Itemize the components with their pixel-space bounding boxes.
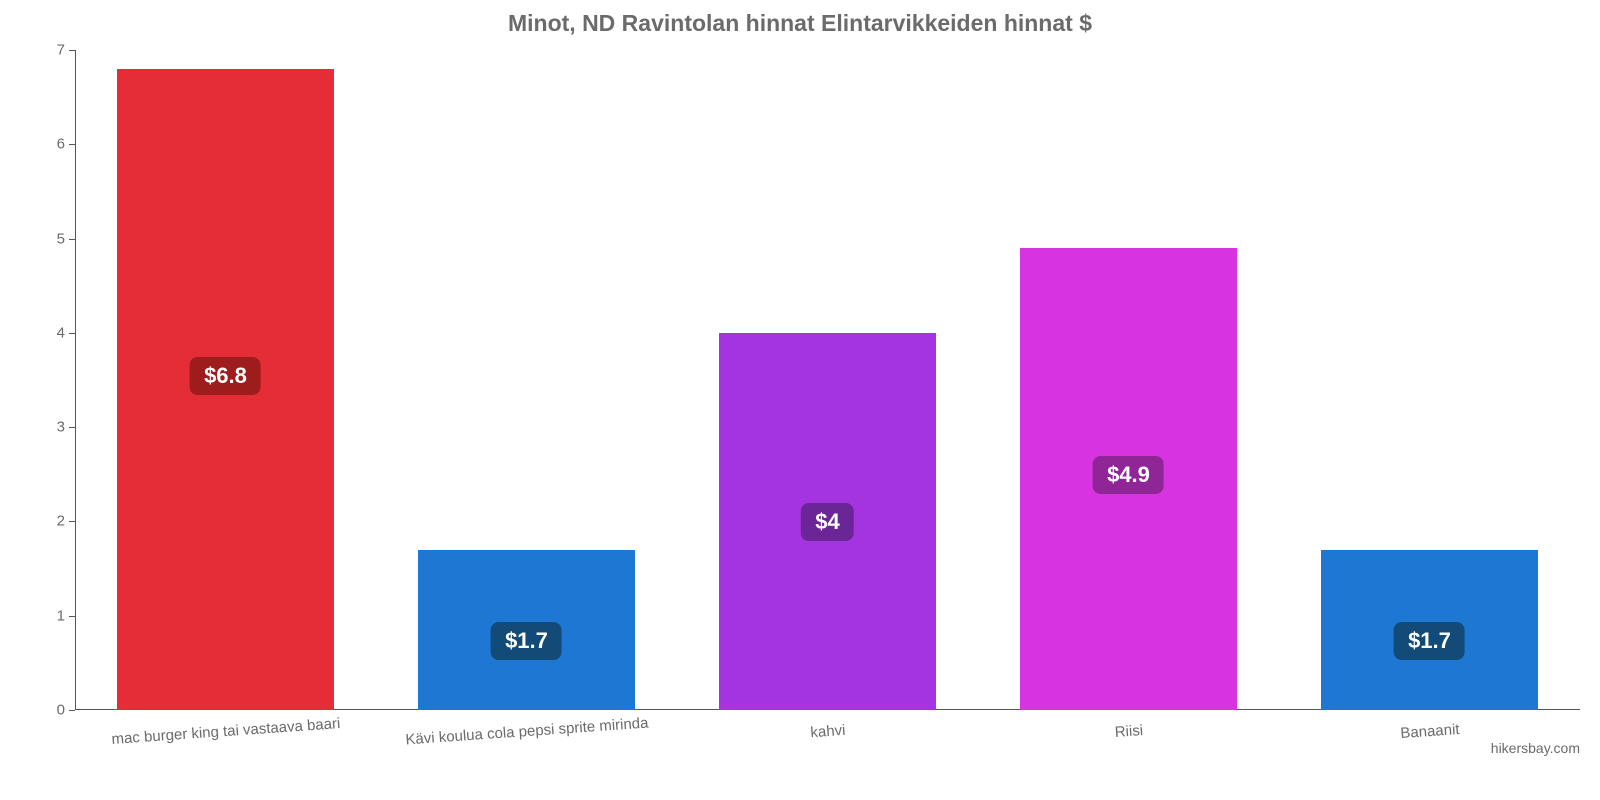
bar-value-label: $1.7	[1394, 622, 1465, 660]
y-tick-label: 4	[57, 325, 75, 340]
bar: $6.8	[117, 69, 334, 710]
bar: $1.7	[1321, 550, 1538, 710]
y-tick-label: 7	[57, 43, 75, 58]
bar: $4.9	[1020, 248, 1237, 710]
chart-container: Minot, ND Ravintolan hinnat Elintarvikke…	[0, 0, 1600, 800]
y-tick-label: 2	[57, 514, 75, 529]
x-category-label: kahvi	[809, 723, 845, 742]
x-category-label: Kävi koulua cola pepsi sprite mirinda	[404, 716, 648, 749]
bar-value-label: $1.7	[491, 622, 562, 660]
bar-value-label: $4	[801, 503, 853, 541]
chart-title: Minot, ND Ravintolan hinnat Elintarvikke…	[0, 10, 1600, 37]
x-category-label: Riisi	[1114, 723, 1143, 741]
y-tick-label: 3	[57, 420, 75, 435]
x-category-label: mac burger king tai vastaava baari	[111, 716, 341, 748]
bar-value-label: $4.9	[1093, 456, 1164, 494]
bar-value-label: $6.8	[190, 357, 261, 395]
y-tick-label: 0	[57, 703, 75, 718]
y-tick-label: 1	[57, 608, 75, 623]
bar: $4	[719, 333, 936, 710]
plot-area: 01234567 $6.8$1.7$4$4.9$1.7 mac burger k…	[75, 50, 1580, 710]
bar: $1.7	[418, 550, 635, 710]
x-category-label: Banaanit	[1399, 722, 1459, 743]
y-axis-line	[75, 50, 76, 710]
y-tick-label: 5	[57, 231, 75, 246]
attribution-label: hikersbay.com	[1491, 740, 1580, 756]
y-tick-label: 6	[57, 137, 75, 152]
